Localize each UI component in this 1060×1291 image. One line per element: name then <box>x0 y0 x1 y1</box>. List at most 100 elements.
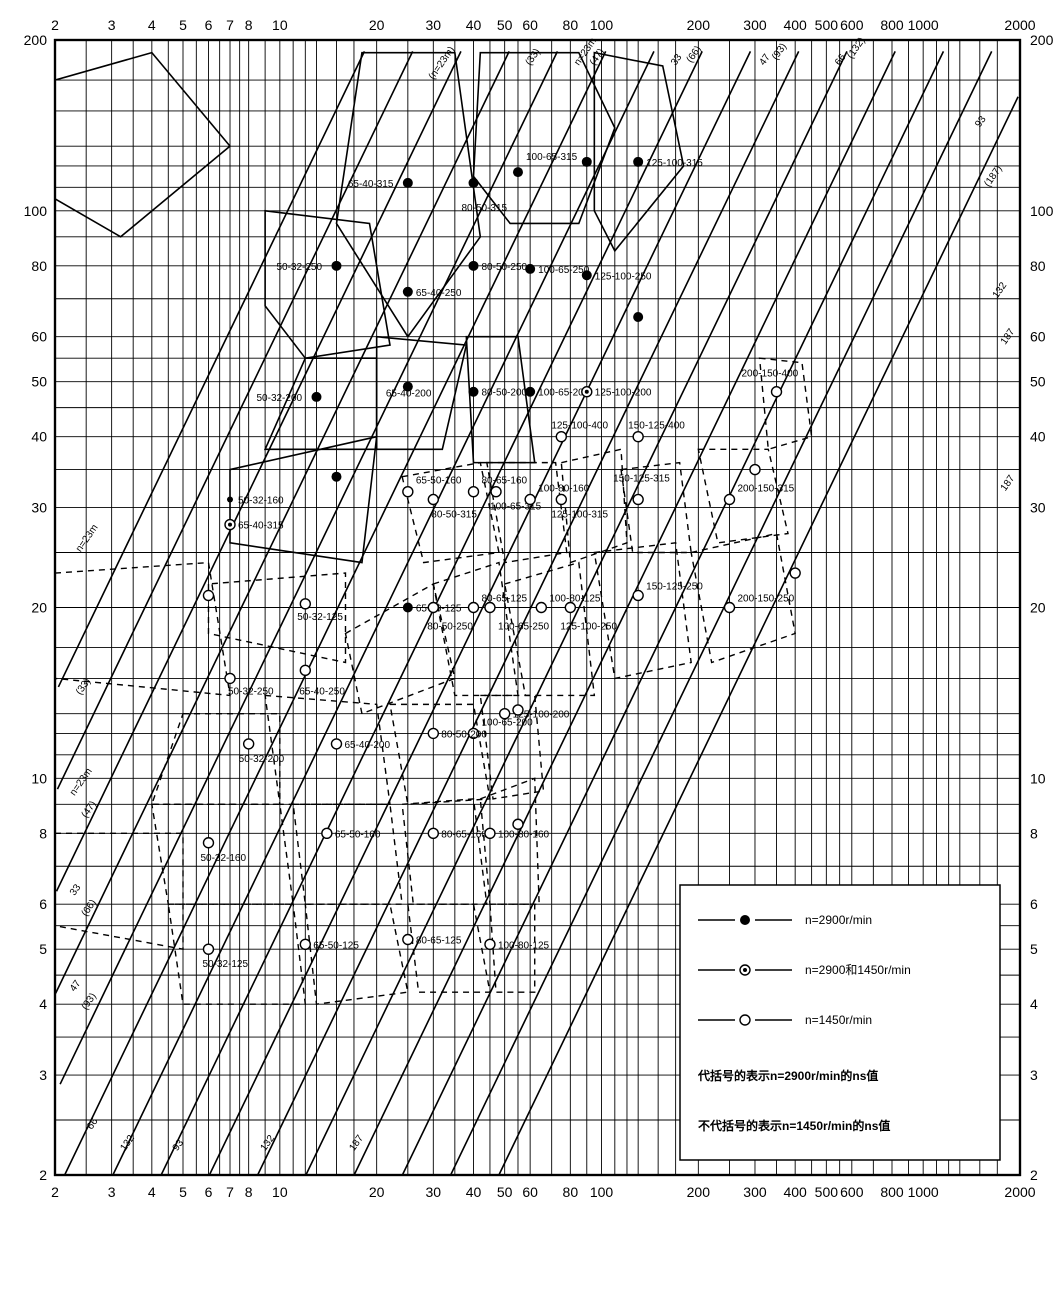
point-solid: 80-50-315 <box>461 178 507 214</box>
svg-text:100-65-315: 100-65-315 <box>526 152 578 163</box>
ytick-left: 20 <box>31 600 47 616</box>
point-hollow: 65-40-250 <box>299 665 345 697</box>
svg-text:65-40-250: 65-40-250 <box>299 686 345 697</box>
xtick-bot: 7 <box>226 1184 234 1200</box>
point-dot: 125-100-200 <box>582 387 652 399</box>
ytick-right: 50 <box>1030 374 1046 390</box>
point-solid: 50-32-200 <box>256 392 321 404</box>
xtick-top: 8 <box>245 17 253 33</box>
svg-text:125-100-400: 125-100-400 <box>551 421 608 432</box>
point-hollow <box>790 568 800 578</box>
ytick-right: 200 <box>1030 32 1054 48</box>
ytick-left: 2 <box>39 1167 47 1183</box>
xtick-top: 80 <box>563 17 579 33</box>
xtick-bot: 400 <box>783 1184 807 1200</box>
ytick-left: 100 <box>24 203 48 219</box>
ns-label: 132 <box>991 280 1010 300</box>
ytick-right: 8 <box>1030 825 1038 841</box>
point-hollow <box>513 819 523 829</box>
ytick-right: 20 <box>1030 600 1046 616</box>
ns-label: (66) <box>80 898 99 919</box>
ytick-left: 3 <box>39 1067 47 1083</box>
ns-label: n=23m <box>74 523 101 555</box>
ytick-right: 40 <box>1030 429 1046 445</box>
legend-note: 代括号的表示n=2900r/min的ns值 <box>697 1068 878 1083</box>
xtick-top: 6 <box>205 17 213 33</box>
point-solid <box>331 472 341 482</box>
ns-label: n=23m <box>68 766 95 798</box>
ns-label: 187 <box>347 1133 366 1153</box>
svg-text:200-150-315: 200-150-315 <box>738 483 795 494</box>
svg-text:125-100-250: 125-100-250 <box>560 622 617 633</box>
svg-text:80-50-200: 80-50-200 <box>481 388 527 399</box>
xtick-bot: 1000 <box>908 1184 939 1200</box>
point-solid: 50-32-160 <box>227 495 284 506</box>
svg-text:65-40-315: 65-40-315 <box>348 179 394 190</box>
xtick-top: 4 <box>148 17 156 33</box>
ns-label: 93 <box>973 114 989 130</box>
svg-text:200-150-400: 200-150-400 <box>742 369 799 380</box>
svg-text:50-32-125: 50-32-125 <box>202 959 248 970</box>
point-hollow: 65-50-160 <box>403 476 462 497</box>
svg-text:100-80-160: 100-80-160 <box>538 483 590 494</box>
xtick-bot: 6 <box>205 1184 213 1200</box>
point-dot: 65-40-315 <box>225 520 284 532</box>
svg-text:100-65-200: 100-65-200 <box>481 717 533 728</box>
svg-text:50-32-250: 50-32-250 <box>228 686 274 697</box>
ns-label: 187 <box>999 326 1018 346</box>
xtick-bot: 10 <box>272 1184 288 1200</box>
ytick-right: 10 <box>1030 770 1046 786</box>
svg-text:80-65-160: 80-65-160 <box>481 476 527 487</box>
svg-text:50-32-250: 50-32-250 <box>276 262 322 273</box>
svg-text:150-125-400: 150-125-400 <box>628 421 685 432</box>
svg-text:80-65-125: 80-65-125 <box>416 936 462 947</box>
xtick-top: 60 <box>522 17 538 33</box>
xtick-bot: 200 <box>687 1184 711 1200</box>
point-hollow: 200-150-400 <box>742 369 799 397</box>
point-hollow: 65-40-200 <box>331 739 390 751</box>
ytick-left: 4 <box>39 996 47 1012</box>
xtick-bot: 4 <box>148 1184 156 1200</box>
xtick-top: 200 <box>687 17 711 33</box>
point-hollow: 80-65-125 <box>403 935 462 947</box>
svg-text:100-80-160: 100-80-160 <box>498 829 550 840</box>
point-hollow: 80-65-125 <box>468 594 527 613</box>
xtick-bot: 5 <box>179 1184 187 1200</box>
svg-text:50-32-160: 50-32-160 <box>238 495 284 506</box>
xtick-top: 3 <box>108 17 116 33</box>
ytick-right: 3 <box>1030 1067 1038 1083</box>
xtick-bot: 50 <box>497 1184 513 1200</box>
point-hollow <box>750 465 760 475</box>
svg-text:65-50-160: 65-50-160 <box>416 476 462 487</box>
xtick-top: 40 <box>466 17 482 33</box>
svg-text:100-80-125: 100-80-125 <box>498 940 550 951</box>
xtick-bot: 800 <box>880 1184 904 1200</box>
ns-label: 132 <box>118 1133 137 1153</box>
svg-text:100-80-125: 100-80-125 <box>549 594 601 605</box>
point-solid <box>633 312 643 322</box>
svg-text:50-32-200: 50-32-200 <box>239 754 285 765</box>
svg-text:65-40-315: 65-40-315 <box>238 521 284 532</box>
xtick-top: 1000 <box>908 17 939 33</box>
ns-label: (187) <box>982 164 1004 189</box>
point-solid: 100-65-200 <box>525 387 590 399</box>
xtick-bot: 300 <box>743 1184 767 1200</box>
xtick-bot: 2000 <box>1004 1184 1035 1200</box>
point-hollow <box>203 590 213 600</box>
ytick-left: 30 <box>31 500 47 516</box>
xtick-top: 2000 <box>1004 17 1035 33</box>
ytick-left: 10 <box>31 770 47 786</box>
ns-label: (33) <box>74 676 93 697</box>
point-solid: 80-50-250 <box>468 261 527 273</box>
ytick-left: 40 <box>31 429 47 445</box>
svg-text:65-40-250: 65-40-250 <box>416 288 462 299</box>
ytick-left: 50 <box>31 374 47 390</box>
point-hollow: 100-80-160 <box>485 828 550 840</box>
ns-label: 33 <box>669 52 685 68</box>
xtick-top: 400 <box>783 17 807 33</box>
xtick-top: 800 <box>880 17 904 33</box>
xtick-top: 500 <box>815 17 839 33</box>
ns-label: (33) <box>524 47 543 68</box>
point-hollow: 50-32-250 <box>225 673 274 697</box>
svg-text:125-100-315: 125-100-315 <box>646 158 703 169</box>
